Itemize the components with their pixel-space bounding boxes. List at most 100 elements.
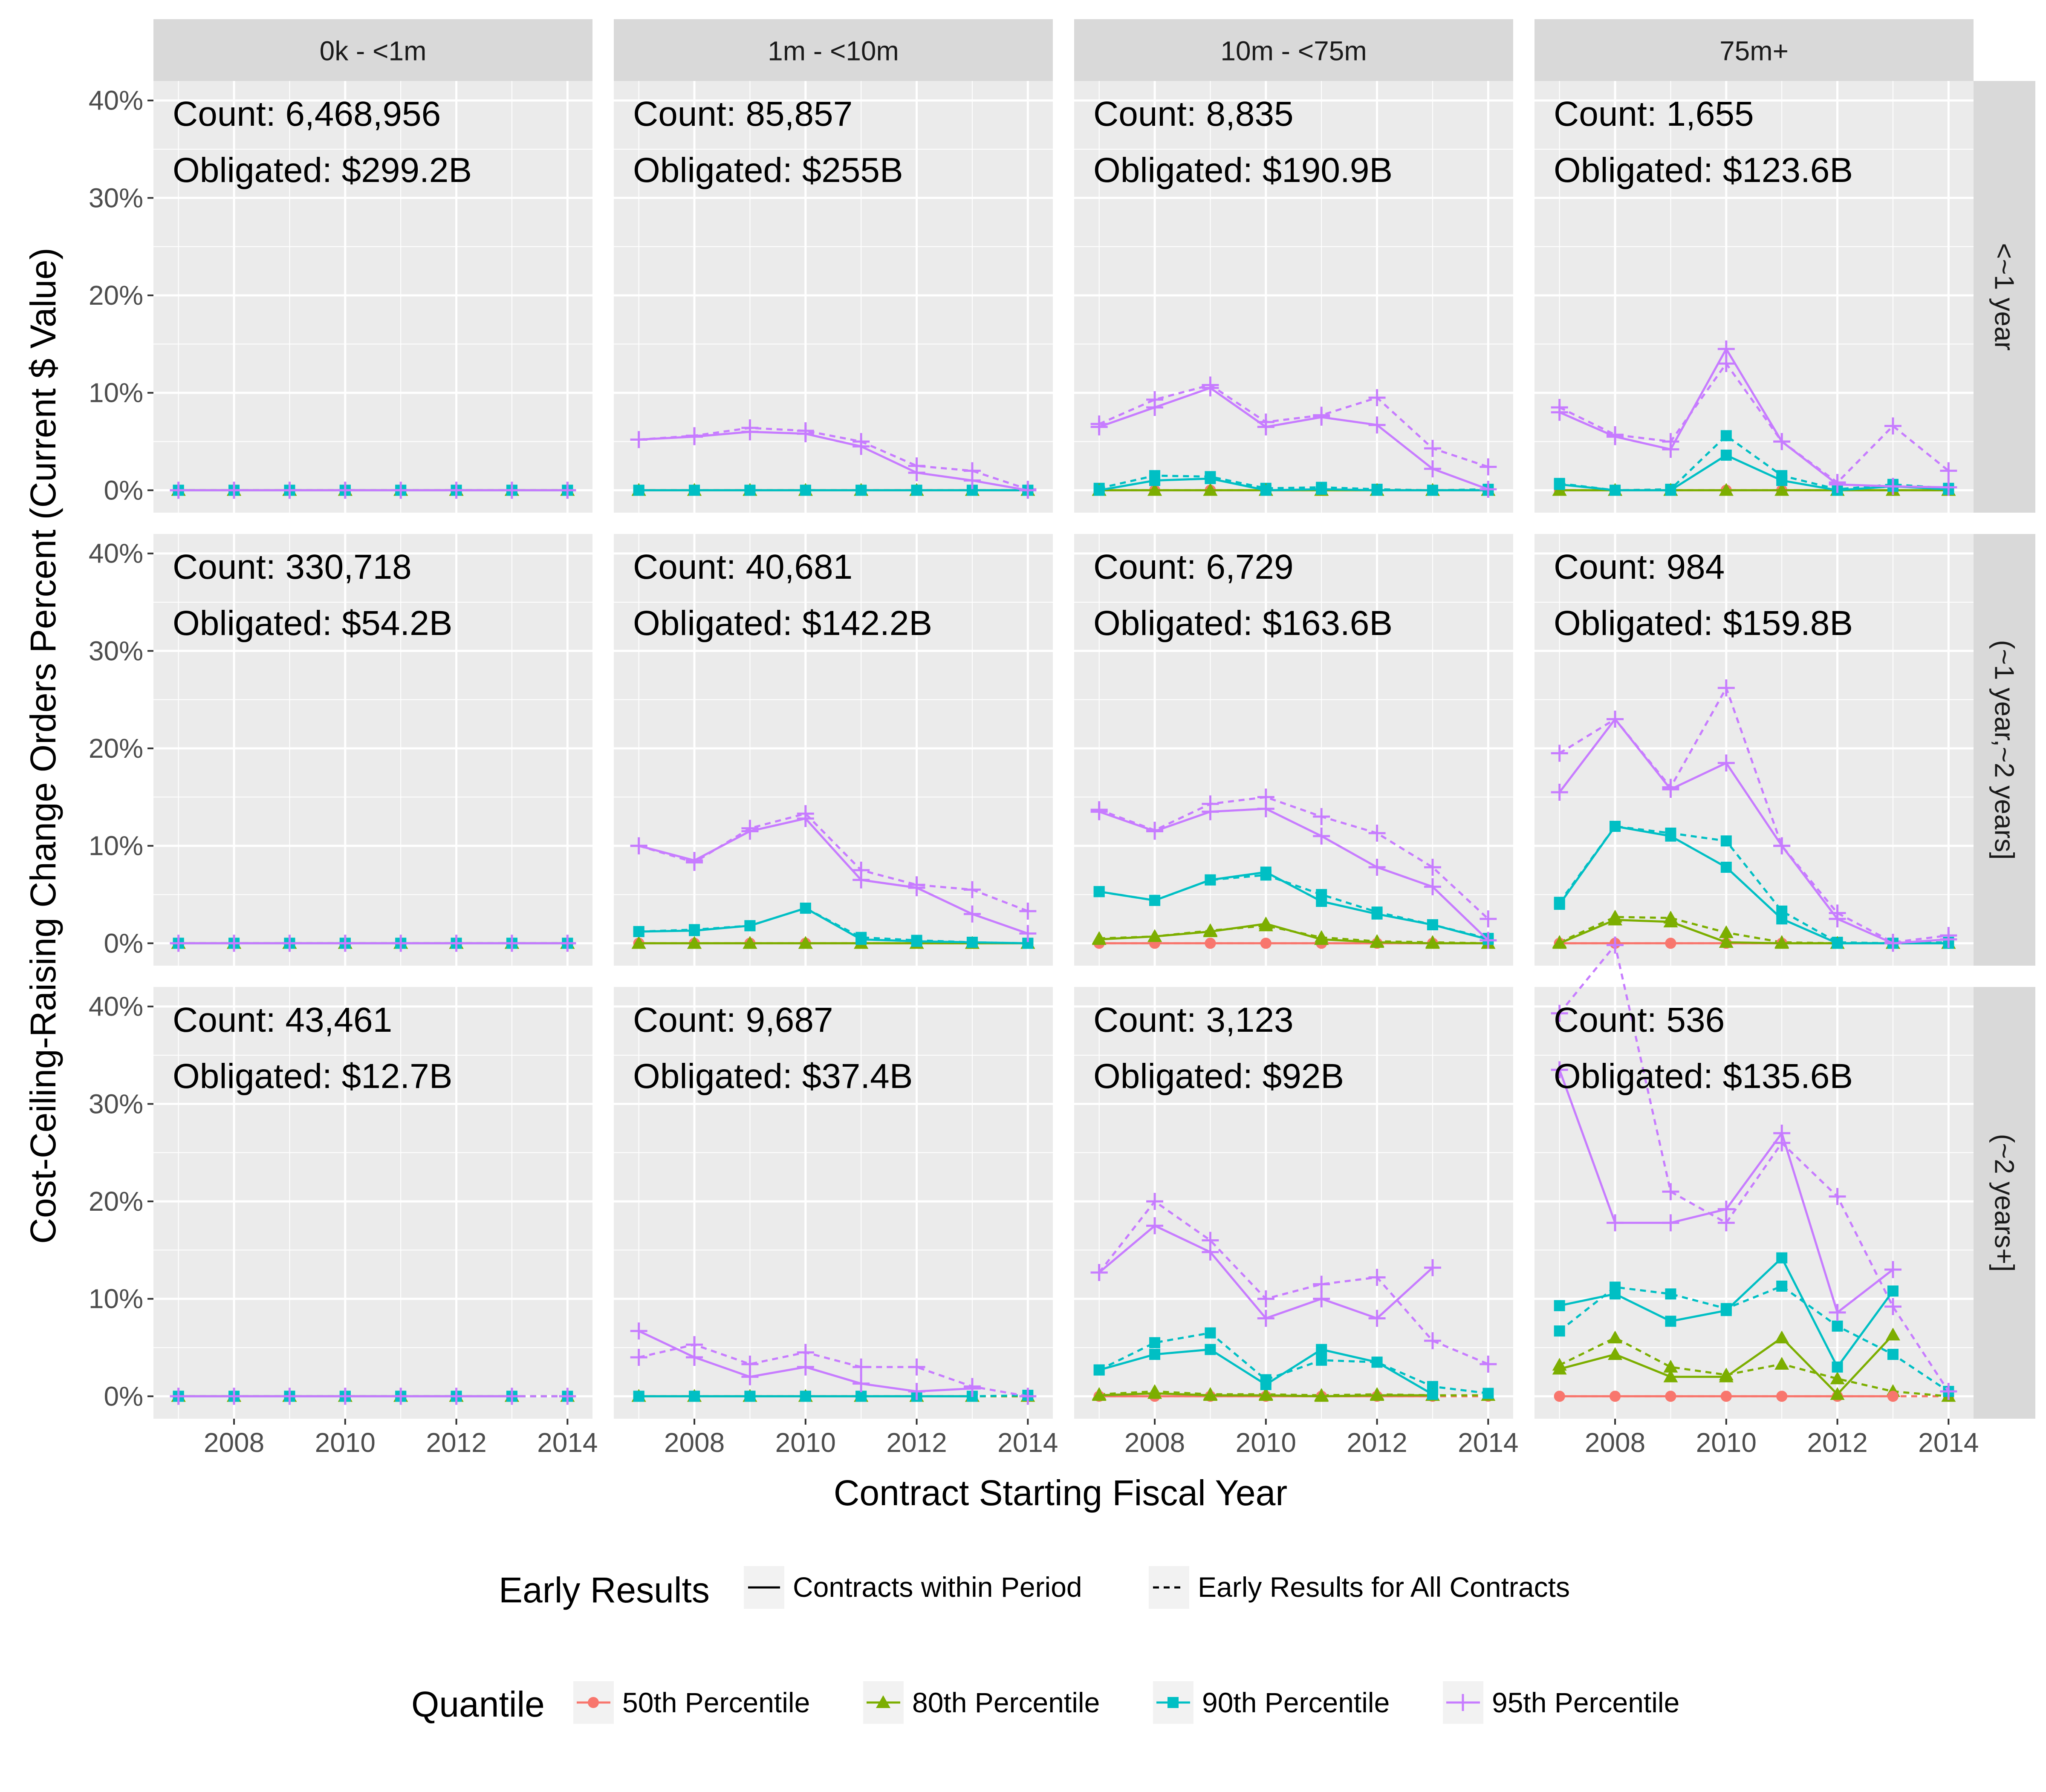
data-point	[281, 935, 298, 952]
data-point	[1663, 1359, 1678, 1373]
series-line-p90-solid	[1099, 477, 1488, 491]
data-point	[1092, 1388, 1107, 1401]
data-point	[689, 1391, 700, 1402]
data-point	[1202, 379, 1219, 397]
data-point	[1610, 821, 1621, 832]
data-point	[448, 1388, 465, 1405]
x-tick-label: 2010	[775, 1427, 836, 1458]
data-point	[1093, 1364, 1105, 1376]
data-point	[448, 482, 465, 499]
panel-background	[1534, 987, 1974, 1419]
legend-title-early-results: Early Results	[499, 1570, 710, 1610]
data-point	[743, 936, 757, 949]
data-point	[1665, 938, 1676, 949]
series-line-p80-solid	[1099, 923, 1488, 944]
y-tick-label: 10%	[89, 831, 143, 861]
x-tick-label: 2008	[1124, 1427, 1185, 1458]
legend-label: 80th Percentile	[912, 1687, 1100, 1718]
facet-strip-label: 75m+	[1719, 36, 1789, 66]
data-point	[1662, 781, 1679, 798]
data-point	[1717, 1200, 1735, 1218]
panel-count-label: Count: 43,461	[173, 1001, 392, 1039]
data-point	[1316, 484, 1327, 495]
data-point	[1719, 483, 1734, 496]
legend-title-quantile: Quantile	[411, 1684, 545, 1724]
data-point	[1776, 1391, 1788, 1402]
y-axis-title: Cost-Ceiling-Raising Change Orders Perce…	[23, 248, 63, 1244]
data-point	[630, 431, 647, 448]
data-point	[1887, 1285, 1899, 1297]
series-line-p80-dashed	[1559, 1336, 1949, 1397]
x-tick-label: 2010	[1236, 1427, 1296, 1458]
data-point	[1776, 1281, 1788, 1292]
data-point	[225, 1388, 243, 1405]
data-point	[336, 1388, 354, 1405]
data-point	[1146, 822, 1164, 840]
y-tick-label: 40%	[89, 538, 143, 569]
data-point	[1940, 462, 1957, 479]
data-point	[744, 920, 756, 932]
series-line-p90-solid	[1099, 871, 1488, 941]
series-line-p95-solid	[1558, 717, 1949, 944]
x-tick-label: 2014	[1458, 1427, 1518, 1458]
series-line-p90-dashed	[1099, 474, 1488, 491]
data-point	[741, 1368, 759, 1385]
x-tick-label: 2010	[315, 1427, 376, 1458]
data-point	[1554, 1325, 1565, 1337]
data-point	[1257, 1310, 1274, 1327]
data-point	[1829, 910, 1846, 928]
panel-obligated-label: Obligated: $37.4B	[633, 1057, 913, 1096]
data-point	[1019, 482, 1037, 499]
panel-background	[614, 81, 1053, 513]
facet-strip-label: 10m - <75m	[1220, 36, 1367, 66]
data-point	[1773, 837, 1791, 854]
data-point	[1480, 1355, 1497, 1373]
data-point	[911, 485, 922, 496]
data-point	[1090, 803, 1108, 820]
data-point	[336, 935, 354, 952]
data-point	[1313, 827, 1330, 845]
facet-strip-column	[1074, 19, 1513, 81]
data-point	[1719, 925, 1734, 938]
panel-obligated-label: Obligated: $255B	[633, 151, 903, 190]
data-point	[225, 935, 243, 952]
data-point	[1260, 1379, 1272, 1390]
panel-count-label: Count: 1,655	[1554, 95, 1754, 133]
data-point	[1093, 485, 1105, 496]
data-point	[1205, 938, 1216, 949]
data-point	[1663, 915, 1678, 928]
data-point	[1313, 808, 1330, 825]
series-line-p95-solid	[1098, 387, 1489, 491]
data-point	[1316, 1344, 1327, 1355]
y-tick-label: 30%	[89, 182, 143, 213]
data-point	[1717, 754, 1735, 772]
data-point	[1608, 912, 1623, 926]
data-point	[1314, 1389, 1329, 1402]
data-point	[1427, 1388, 1438, 1400]
data-point	[1552, 1362, 1567, 1375]
panel-obligated-label: Obligated: $54.2B	[173, 604, 452, 643]
panel-count-label: Count: 40,681	[633, 548, 852, 586]
data-point	[1554, 898, 1565, 910]
data-point	[800, 1391, 811, 1402]
data-point	[1370, 935, 1384, 948]
panel-background	[153, 81, 592, 513]
data-point	[1424, 1259, 1441, 1276]
data-point	[1371, 1356, 1383, 1368]
data-point	[1146, 1217, 1164, 1235]
y-tick-label: 30%	[89, 635, 143, 666]
series-line-p95-solid	[1559, 346, 1949, 488]
data-point	[1551, 1004, 1568, 1022]
data-point	[1205, 874, 1216, 886]
series-line-p95-solid	[639, 817, 1029, 935]
data-point	[1829, 1188, 1846, 1205]
panel-background	[1074, 987, 1513, 1419]
data-point	[1720, 1391, 1732, 1402]
data-point	[1019, 925, 1037, 942]
data-point	[1774, 1330, 1789, 1344]
data-point	[630, 837, 647, 854]
x-tick-label: 2012	[1347, 1427, 1407, 1458]
data-point	[1607, 710, 1624, 728]
data-point	[1371, 485, 1383, 496]
data-point	[1774, 936, 1789, 949]
